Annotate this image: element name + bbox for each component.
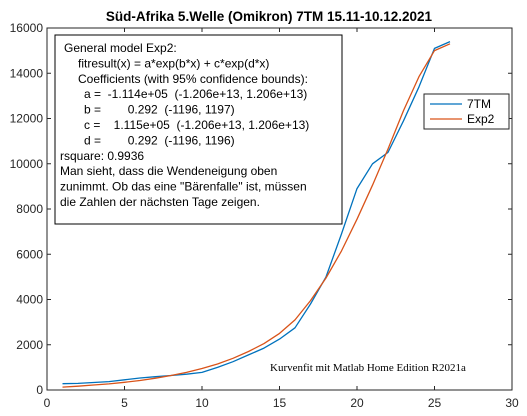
legend-frame [423, 93, 510, 130]
x-axis: 0 5 10 15 20 25 30 [44, 28, 519, 410]
y-tick-label: 6000 [16, 247, 43, 261]
annotation-line: zunimmt. Ob das eine "Bärenfalle" ist, m… [60, 180, 307, 194]
x-tick-label: 30 [505, 396, 519, 410]
x-tick-label: 15 [273, 396, 287, 410]
x-tick-label: 20 [350, 396, 364, 410]
y-tick-label: 12000 [10, 112, 44, 126]
legend-label-7tm: 7TM [467, 97, 491, 111]
y-tick-label: 4000 [16, 293, 43, 307]
series-lines [62, 41, 451, 388]
y-tick-label: 16000 [10, 21, 44, 35]
annotation-line: a = -1.114e+05 (-1.206e+13, 1.206e+13) [84, 87, 307, 101]
y-tick-label: 10000 [10, 157, 44, 171]
footer-note: Kurvenfit mit Matlab Home Edition R2021a [270, 362, 466, 374]
x-tick-label: 0 [44, 396, 51, 410]
series-line-exp2 [62, 43, 451, 388]
annotation-line: Man sieht, dass die Wendeneigung oben [60, 164, 277, 178]
y-tick-label: 0 [36, 383, 43, 397]
y-tick-label: 14000 [10, 66, 44, 80]
annotation-line: fitresult(x) = a*exp(b*x) + c*exp(d*x) [78, 56, 269, 70]
annotation-box: General model Exp2:fitresult(x) = a*exp(… [54, 34, 343, 225]
chart-title: Süd-Afrika 5.Welle (Omikron) 7TM 15.11-1… [106, 9, 433, 24]
annotation-line: General model Exp2: [64, 41, 177, 55]
y-tick-label: 8000 [16, 202, 43, 216]
x-tick-label: 10 [195, 396, 209, 410]
annotation-line: b = 0.292 (-1196, 1197) [84, 103, 235, 117]
annotation-line: Coefficients (with 95% confidence bounds… [78, 72, 308, 86]
annotation-line: die Zahlen der nächsten Tage zeigen. [60, 195, 260, 209]
annotation-box-frame [54, 34, 343, 225]
x-tick-label: 25 [428, 396, 442, 410]
legend-label-exp2: Exp2 [467, 112, 495, 126]
x-tick-label: 5 [121, 396, 128, 410]
y-axis: 0 2000 4000 6000 8000 10000 12000 14000 16000 [10, 21, 512, 397]
y-tick-label: 2000 [16, 338, 43, 352]
annotation-line: d = 0.292 (-1196, 1196) [84, 133, 235, 147]
annotation-line: rsquare: 0.9936 [60, 149, 144, 163]
annotation-line: c = 1.115e+05 (-1.206e+13, 1.206e+13) [84, 118, 309, 132]
